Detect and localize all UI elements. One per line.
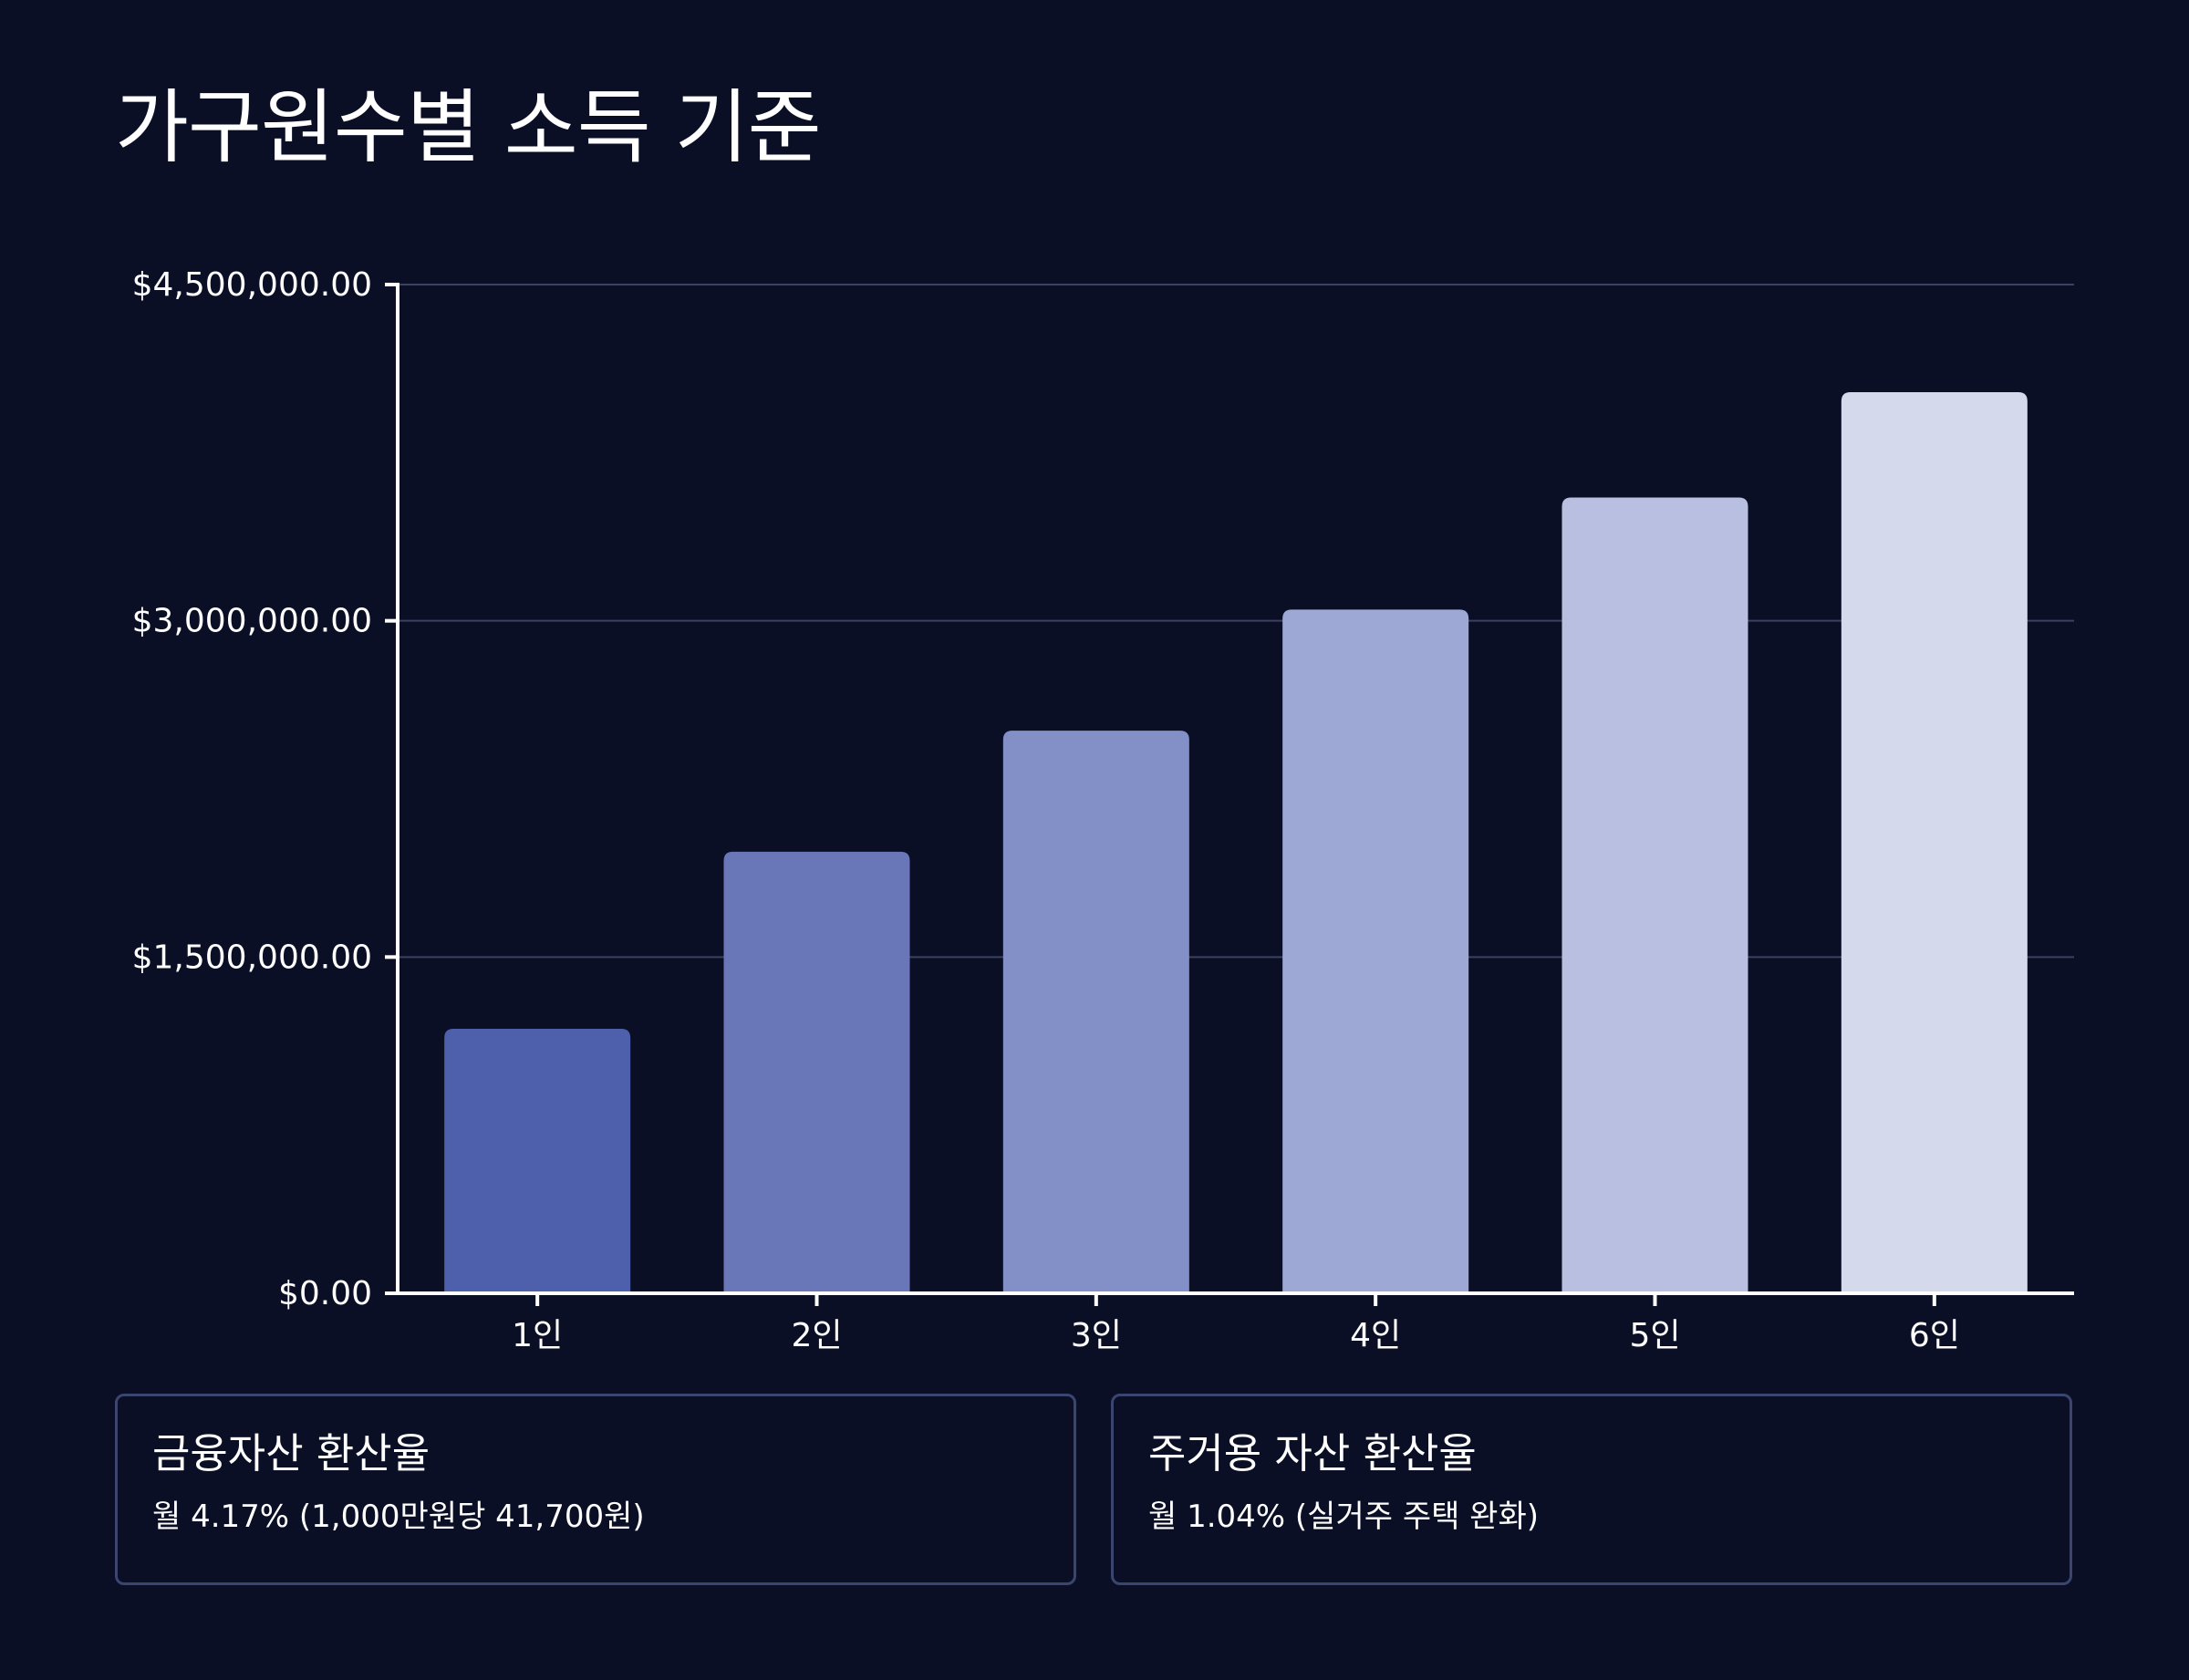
x-tick-label: 4인	[1350, 1317, 1401, 1354]
housing-asset-card-value: 월 1.04% (실거주 주택 완화)	[1148, 1499, 1540, 1535]
x-tick-label: 6인	[1909, 1317, 1960, 1354]
y-tick-label: $1,500,000.00	[132, 939, 372, 976]
x-tick-label: 3인	[1071, 1317, 1122, 1354]
tick-labels: $0.00 $1,500,000.00 $3,000,000.00 $4,500,00…	[132, 266, 1960, 1354]
grid-lines	[398, 284, 2074, 959]
housing-asset-card: 주거용 자산 환산율 월 1.04% (실거주 주택 완화)	[1111, 1394, 2072, 1585]
bars	[444, 391, 2028, 1293]
bar-4인	[1282, 609, 1469, 1293]
y-tick-label: $0.00	[278, 1275, 372, 1312]
axes	[385, 283, 2074, 1306]
x-tick-label: 5인	[1629, 1317, 1680, 1354]
x-tick-label: 2인	[791, 1317, 842, 1354]
bar-1인	[444, 1028, 631, 1293]
x-tick-label: 1인	[512, 1317, 563, 1354]
bar-3인	[1002, 731, 1189, 1293]
financial-asset-card: 금융자산 환산율 월 4.17% (1,000만원당 41,700원)	[115, 1394, 1076, 1585]
bar-6인	[1841, 391, 2028, 1293]
housing-asset-card-title: 주거용 자산 환산율	[1148, 1429, 1477, 1478]
y-tick-label: $4,500,000.00	[132, 266, 372, 304]
bar-5인	[1561, 497, 1748, 1293]
bar-2인	[723, 851, 910, 1293]
y-tick-label: $3,000,000.00	[132, 603, 372, 640]
financial-asset-card-title: 금융자산 환산율	[152, 1429, 431, 1478]
financial-asset-card-value: 월 4.17% (1,000만원당 41,700원)	[152, 1499, 645, 1535]
page-title: 가구원수별 소득 기준	[115, 80, 822, 174]
